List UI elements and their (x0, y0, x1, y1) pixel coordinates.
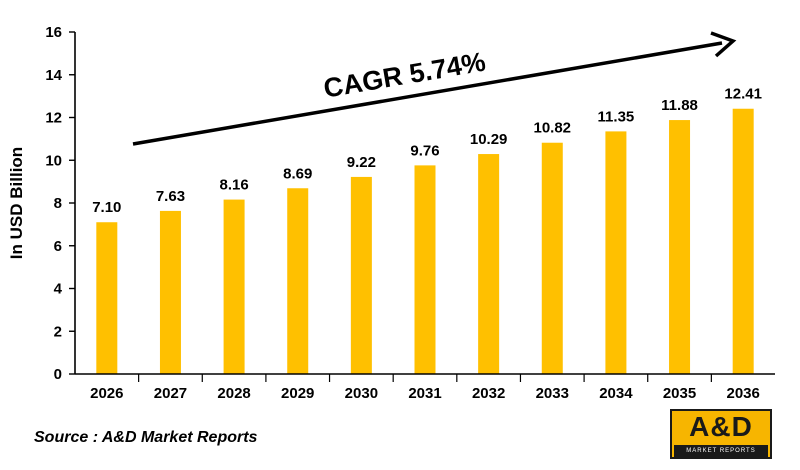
data-label-2031: 9.76 (410, 142, 439, 159)
data-label-2033: 10.82 (533, 120, 571, 137)
y-tick-label: 0 (54, 366, 62, 383)
bar-2027 (159, 210, 181, 374)
x-tick-label-2035: 2035 (663, 385, 696, 402)
x-tick-label-2034: 2034 (599, 385, 633, 402)
bar-series (96, 108, 754, 374)
y-tick-label: 10 (45, 152, 62, 169)
y-tick-label: 2 (54, 323, 62, 340)
data-label-2026: 7.10 (92, 199, 121, 216)
x-axis-ticks: 2026 2027 2028 2029 2030 2031 2032 2033 2034 2035… (90, 374, 760, 402)
x-tick-label-2029: 2029 (281, 385, 314, 402)
data-label-2029: 8.69 (283, 165, 312, 182)
data-label-2027: 7.63 (156, 188, 185, 205)
bar-2031 (414, 165, 436, 374)
bar-2029 (287, 188, 309, 374)
x-tick-label-2028: 2028 (217, 385, 250, 402)
data-label-2034: 11.35 (598, 108, 635, 125)
data-labels: 7.10 7.63 8.16 8.69 9.22 9.76 10.29 10.82 11.35 1… (92, 86, 762, 217)
y-tick-label: 4 (54, 281, 63, 298)
y-axis-ticks: 0 2 4 6 8 10 12 14 16 (45, 24, 75, 383)
bar-2034 (605, 131, 627, 374)
cagr-annotation: CAGR 5.74% (321, 47, 487, 104)
source-caption: Source : A&D Market Reports (34, 429, 258, 446)
logo-tagline: MARKET REPORTS (674, 445, 768, 457)
bar-2030 (350, 176, 372, 374)
bar-2035 (669, 120, 691, 374)
logo-wordmark: A&D (689, 411, 753, 442)
data-label-2030: 9.22 (347, 154, 376, 171)
x-tick-label-2027: 2027 (154, 385, 187, 402)
bar-2032 (478, 154, 500, 374)
y-tick-label: 6 (54, 238, 62, 255)
bar-2026 (96, 222, 118, 374)
data-label-2035: 11.88 (661, 97, 698, 114)
data-label-2028: 8.16 (219, 177, 248, 194)
company-logo: A&D MARKET REPORTS (670, 409, 772, 459)
y-tick-label: 12 (45, 110, 62, 127)
y-tick-label: 16 (45, 24, 62, 41)
bar-2036 (732, 108, 754, 374)
data-label-2032: 10.29 (470, 131, 508, 148)
data-label-2036: 12.41 (724, 86, 762, 103)
x-tick-label-2030: 2030 (345, 385, 378, 402)
x-tick-label-2026: 2026 (90, 385, 123, 402)
x-tick-label-2032: 2032 (472, 385, 505, 402)
y-tick-label: 14 (45, 67, 62, 84)
y-axis-label: In USD Billion (7, 147, 26, 259)
y-tick-label: 8 (54, 195, 62, 212)
cagr-arrow (132, 31, 737, 146)
bar-2033 (541, 142, 563, 374)
bar-2028 (223, 199, 245, 374)
x-tick-label-2033: 2033 (536, 385, 569, 402)
x-tick-label-2031: 2031 (408, 385, 441, 402)
x-tick-label-2036: 2036 (726, 385, 759, 402)
